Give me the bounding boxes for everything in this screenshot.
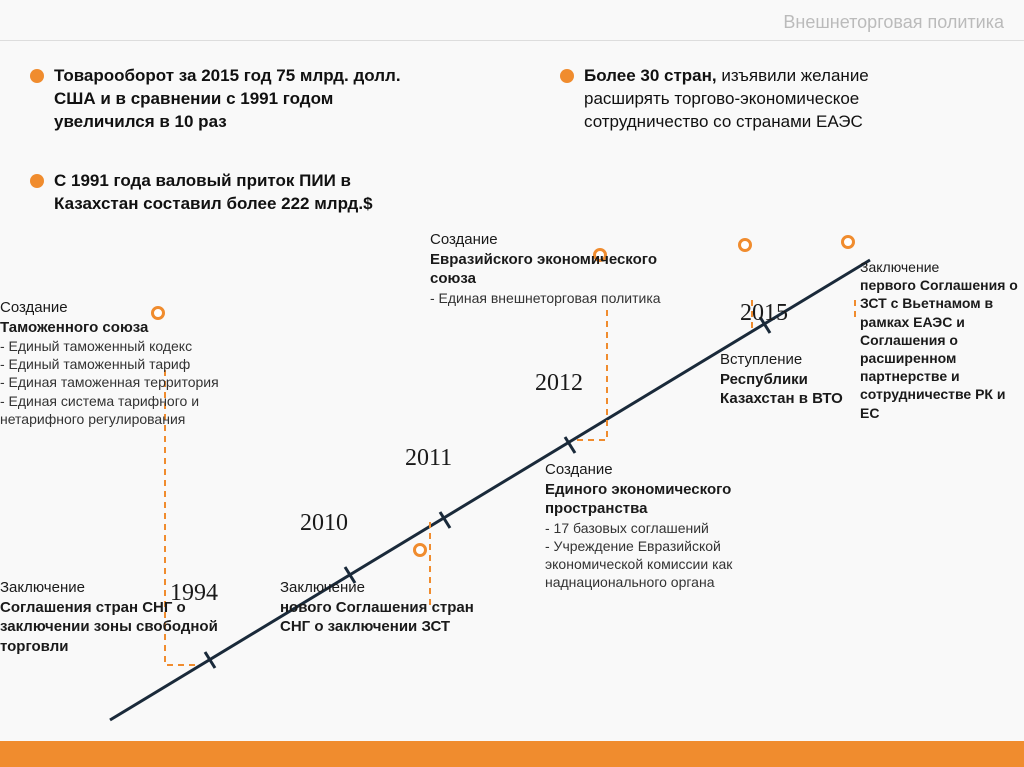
year-label-2015: 2015 — [740, 300, 788, 327]
event-strong: первого Соглашения о ЗСТ с Вьетнамом в р… — [860, 276, 1024, 422]
year-label-2012: 2012 — [535, 370, 583, 397]
event-strong: Соглашения стран СНГ о заключении зоны с… — [0, 599, 218, 655]
event-lead: Заключение — [280, 578, 500, 598]
page-header: Внешнеторговая политика — [783, 12, 1004, 33]
event-2015-vietnam: Заключение первого Соглашения о ЗСТ с Вь… — [860, 258, 1024, 422]
bottom-accent-bar — [0, 741, 1024, 767]
event-sub: - Единый таможенный тариф — [0, 355, 270, 373]
timeline-marker — [413, 543, 427, 557]
event-lead: Вступление — [720, 350, 870, 370]
event-lead: Заключение — [0, 579, 85, 596]
event-sub: - Единая внешнеторговая политика — [430, 289, 680, 307]
year-label-2010: 2010 — [300, 510, 348, 537]
event-strong: нового Соглашения стран СНГ о заключении… — [280, 598, 500, 637]
event-sub: - 17 базовых соглашений — [545, 519, 805, 537]
event-sub: - Единая система тарифного и нетарифного… — [0, 392, 270, 428]
year-label-2011: 2011 — [405, 445, 452, 472]
event-strong: Таможенного союза — [0, 318, 270, 338]
event-1994-cis-agreement: Заключение Соглашения стран СНГ о заключ… — [0, 578, 230, 656]
event-strong: Евразийского экономического союза — [430, 250, 680, 289]
event-strong: Республики Казахстан в ВТО — [720, 370, 870, 409]
event-sub: - Единый таможенный кодекс — [0, 337, 270, 355]
event-lead: Создание — [0, 298, 270, 318]
event-lead: Заключение — [860, 258, 1024, 276]
event-sub: - Учреждение Евразийской экономической к… — [545, 537, 805, 592]
event-2012-single-space: Создание Единого экономического простран… — [545, 460, 805, 591]
event-2015-wto: Вступление Республики Казахстан в ВТО — [720, 350, 870, 409]
event-sub: - Единая таможенная территория — [0, 373, 270, 391]
event-1994-customs-union: Создание Таможенного союза - Единый тамо… — [0, 298, 270, 428]
event-strong: Единого экономического пространства — [545, 480, 805, 519]
event-lead: Создание — [545, 460, 805, 480]
timeline-marker — [738, 238, 752, 252]
event-2011-new-agreement: Заключение нового Соглашения стран СНГ о… — [280, 578, 500, 637]
event-lead: Создание — [430, 230, 680, 250]
event-2012-eaeu: Создание Евразийского экономического сою… — [430, 230, 680, 307]
header-divider — [0, 40, 1024, 41]
timeline-marker — [841, 235, 855, 249]
